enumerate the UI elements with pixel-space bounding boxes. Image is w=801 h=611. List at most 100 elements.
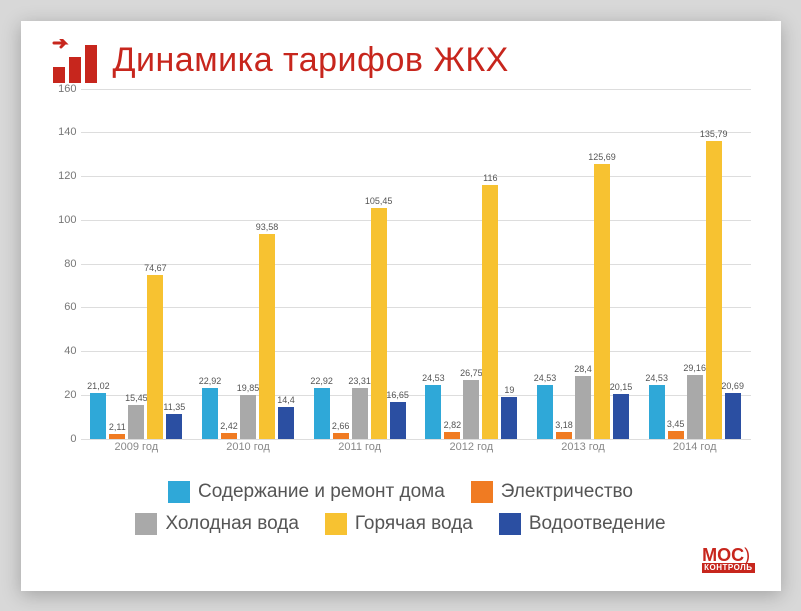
bar-value-label: 29,16 <box>683 363 706 373</box>
y-tick-label: 120 <box>51 170 77 182</box>
legend-item: Содержание и ремонт дома <box>168 481 445 503</box>
bar-value-label: 20,69 <box>721 381 744 391</box>
legend-swatch <box>325 513 347 535</box>
x-tick-label: 2009 год <box>81 441 193 453</box>
legend-swatch <box>168 481 190 503</box>
bar-value-label: 22,92 <box>310 376 333 386</box>
bar: 26,75 <box>463 380 479 439</box>
legend-item: Горячая вода <box>325 513 473 535</box>
bar: 125,69 <box>594 164 610 439</box>
bar: 14,4 <box>278 407 294 439</box>
bar: 93,58 <box>259 234 275 439</box>
bar: 28,4 <box>575 376 591 438</box>
bar-value-label: 28,4 <box>574 364 592 374</box>
y-tick-label: 40 <box>51 345 77 357</box>
bar-value-label: 19,85 <box>237 383 260 393</box>
bar-value-label: 93,58 <box>256 222 279 232</box>
bar: 2,82 <box>444 432 460 438</box>
bar-value-label: 105,45 <box>365 196 393 206</box>
y-tick-label: 0 <box>51 433 77 445</box>
legend-swatch <box>471 481 493 503</box>
bar-value-label: 22,92 <box>199 376 222 386</box>
bar-group: 22,922,4219,8593,5814,4 <box>192 89 304 439</box>
bar: 24,53 <box>537 385 553 439</box>
bar: 15,45 <box>128 405 144 439</box>
y-tick-label: 60 <box>51 301 77 313</box>
legend-swatch <box>135 513 157 535</box>
bar: 105,45 <box>371 208 387 439</box>
legend-label: Холодная вода <box>165 513 298 535</box>
bar-value-label: 21,02 <box>87 381 110 391</box>
bar-value-label: 3,18 <box>555 420 573 430</box>
bar: 135,79 <box>706 141 722 438</box>
bar-value-label: 14,4 <box>277 395 295 405</box>
bar-value-label: 3,45 <box>667 419 685 429</box>
bar: 20,69 <box>725 393 741 438</box>
bar-value-label: 2,66 <box>332 421 350 431</box>
y-tick-label: 80 <box>51 258 77 270</box>
bar-value-label: 11,35 <box>163 402 185 412</box>
bar: 24,53 <box>649 385 665 439</box>
bar-value-label: 24,53 <box>645 373 668 383</box>
logo-top: МОС <box>702 545 744 565</box>
title-row: Динамика тарифов ЖКХ <box>51 39 751 83</box>
bar: 20,15 <box>613 394 629 438</box>
bar-group: 24,532,8226,7511619 <box>416 89 528 439</box>
legend-item: Водоотведение <box>499 513 666 535</box>
y-tick-label: 140 <box>51 126 77 138</box>
bar-value-label: 2,42 <box>220 421 238 431</box>
y-tick-label: 100 <box>51 214 77 226</box>
bar-value-label: 24,53 <box>422 373 445 383</box>
bar: 21,02 <box>90 393 106 439</box>
bar: 3,45 <box>668 431 684 439</box>
bar-value-label: 16,65 <box>386 390 409 400</box>
bar: 24,53 <box>425 385 441 439</box>
bar: 11,35 <box>166 414 182 439</box>
bar-groups: 21,022,1115,4574,6711,3522,922,4219,8593… <box>81 89 751 439</box>
bar-group: 22,922,6623,31105,4516,65 <box>304 89 416 439</box>
legend-item: Холодная вода <box>135 513 298 535</box>
legend: Содержание и ремонт дома Электричество Хол… <box>121 481 681 535</box>
bar: 3,18 <box>556 432 572 439</box>
bar: 22,92 <box>202 388 218 438</box>
bar-value-label: 20,15 <box>610 382 633 392</box>
x-tick-label: 2014 год <box>639 441 751 453</box>
bar: 74,67 <box>147 275 163 438</box>
bar-value-label: 135,79 <box>700 129 728 139</box>
legend-label: Содержание и ремонт дома <box>198 481 445 503</box>
bar-value-label: 74,67 <box>144 263 167 273</box>
grid-line <box>81 439 751 440</box>
bar: 2,66 <box>333 433 349 439</box>
x-tick-label: 2010 год <box>192 441 304 453</box>
legend-label: Электричество <box>501 481 633 503</box>
bar-value-label: 23,31 <box>348 376 371 386</box>
chart-title: Динамика тарифов ЖКХ <box>113 41 509 80</box>
legend-label: Горячая вода <box>355 513 473 535</box>
bar-chart-up-icon <box>51 39 99 83</box>
bar: 2,11 <box>109 434 125 439</box>
bar-value-label: 125,69 <box>588 152 616 162</box>
bar-group: 24,533,4529,16135,7920,69 <box>639 89 751 439</box>
legend-swatch <box>499 513 521 535</box>
bar-value-label: 2,82 <box>444 420 462 430</box>
chart-card: Динамика тарифов ЖКХ 0204060801001201401… <box>21 21 781 591</box>
plot-region: 02040608010012014016021,022,1115,4574,67… <box>81 89 751 439</box>
legend-label: Водоотведение <box>529 513 666 535</box>
x-tick-label: 2013 год <box>527 441 639 453</box>
bar-value-label: 15,45 <box>125 393 148 403</box>
chart-area: 02040608010012014016021,022,1115,4574,67… <box>51 89 751 469</box>
bar-value-label: 2,11 <box>109 422 126 432</box>
bar-value-label: 19 <box>504 385 514 395</box>
bar: 19 <box>501 397 517 439</box>
y-tick-label: 160 <box>51 83 77 95</box>
bar: 23,31 <box>352 388 368 439</box>
bar: 29,16 <box>687 375 703 439</box>
x-tick-label: 2012 год <box>416 441 528 453</box>
legend-item: Электричество <box>471 481 633 503</box>
y-tick-label: 20 <box>51 389 77 401</box>
logo-bottom: КОНТРОЛЬ <box>702 563 754 572</box>
bar-group: 21,022,1115,4574,6711,35 <box>81 89 193 439</box>
x-axis-labels: 2009 год2010 год2011 год2012 год2013 год… <box>81 441 751 453</box>
bar: 16,65 <box>390 402 406 438</box>
bar: 116 <box>482 185 498 439</box>
